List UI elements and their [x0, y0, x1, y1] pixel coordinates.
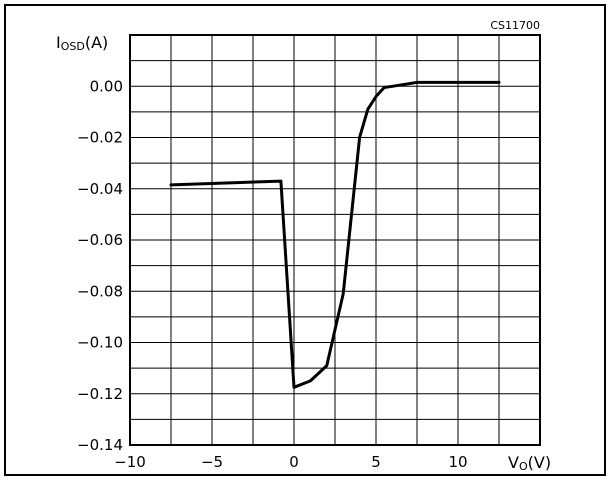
x-tick-label: −10 [114, 453, 146, 471]
tick-labels: −10 −5 0 5 10 0.00 −0.02 −0.04 −0.06 −0.08 −0.10 −0… [77, 77, 468, 471]
x-axis-main: V [508, 453, 519, 472]
y-tick-label: −0.10 [77, 334, 123, 352]
figure-code: CS11700 [490, 19, 540, 32]
y-tick-label: −0.08 [77, 282, 123, 300]
x-axis-sub: O [519, 460, 528, 473]
y-tick-label: −0.06 [77, 231, 123, 249]
grid [129, 34, 541, 446]
x-axis-title: VO(V) [508, 453, 551, 473]
series-line [169, 80, 501, 389]
x-axis-unit: (V) [528, 453, 551, 472]
y-tick-label: −0.12 [77, 385, 123, 403]
x-tick-label: −5 [201, 453, 223, 471]
y-axis-sub: OSD [61, 40, 85, 53]
series [169, 80, 501, 389]
outer-frame [4, 4, 606, 476]
plot-frame [129, 34, 541, 446]
y-axis-main: I [56, 33, 61, 52]
y-tick-label: 0.00 [90, 77, 123, 95]
y-tick-label: −0.14 [77, 436, 123, 454]
x-tick-label: 5 [371, 453, 381, 471]
y-axis-unit: (A) [85, 33, 108, 52]
x-tick-label: 0 [289, 453, 299, 471]
y-tick-label: −0.04 [77, 180, 123, 198]
x-tick-label: 10 [448, 453, 467, 471]
y-axis-title: IOSD(A) [56, 33, 108, 53]
y-tick-label: −0.02 [77, 129, 123, 147]
